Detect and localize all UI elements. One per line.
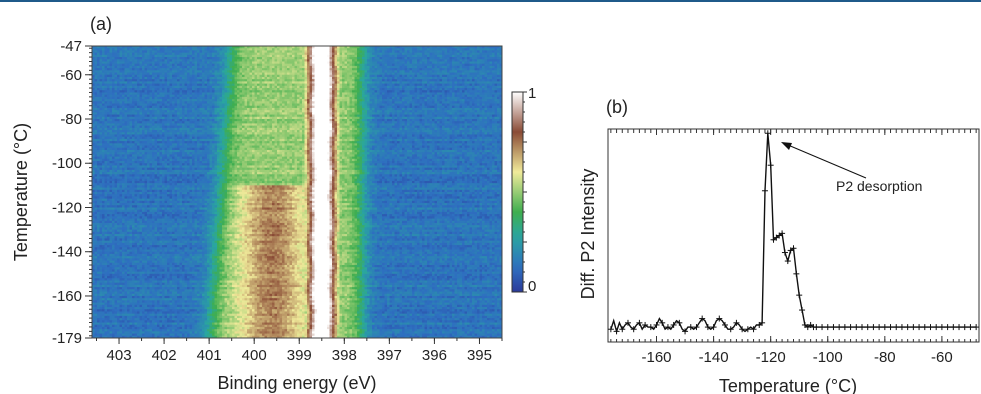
panel-a-label: (a) <box>90 14 112 34</box>
heatmap <box>92 46 503 339</box>
